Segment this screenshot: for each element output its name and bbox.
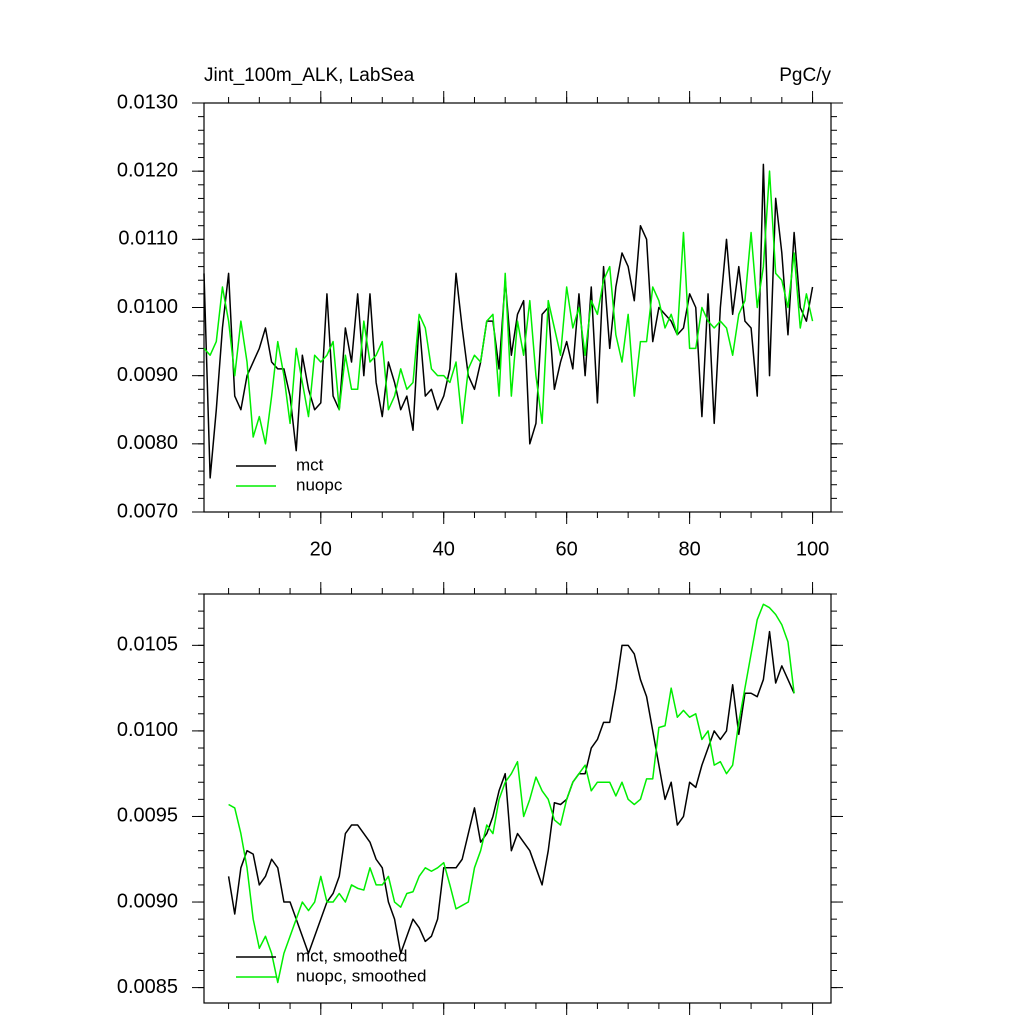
x-tick-label: 100	[796, 538, 829, 560]
plot-frame	[203, 102, 832, 513]
y-tick-label: 0.0100	[117, 296, 178, 318]
y-tick-label: 0.0130	[117, 91, 178, 113]
x-tick-label: 80	[678, 538, 700, 560]
legend-label: nuopc, smoothed	[296, 966, 426, 985]
series-line	[203, 163, 814, 479]
x-tick-label: 60	[556, 538, 578, 560]
y-tick-label: 0.0100	[117, 719, 178, 741]
y-tick-label: 0.0110	[118, 228, 178, 250]
y-tick-label: 0.0095	[117, 805, 178, 827]
y-tick-label: 0.0120	[117, 159, 178, 181]
plot-frame	[203, 593, 832, 1004]
series-line	[203, 170, 814, 445]
legend-label: nuopc	[296, 475, 343, 494]
y-tick-label: 0.0090	[117, 890, 178, 912]
chart-title: Jint_100m_ALK, LabSea	[204, 65, 415, 86]
y-tick-label: 0.0090	[117, 364, 178, 386]
legend-label: mct	[296, 455, 324, 474]
y-tick-label: 0.0080	[117, 432, 178, 454]
x-tick-label: 40	[433, 538, 455, 560]
x-tick-label: 20	[310, 538, 332, 560]
units-label: PgC/y	[779, 65, 831, 86]
y-tick-label: 0.0105	[117, 634, 178, 656]
y-tick-label: 0.0085	[117, 976, 178, 998]
y-tick-label: 0.0070	[117, 500, 178, 522]
legend-label: mct, smoothed	[296, 946, 408, 965]
series-line	[228, 603, 795, 984]
series-line	[227, 630, 795, 955]
